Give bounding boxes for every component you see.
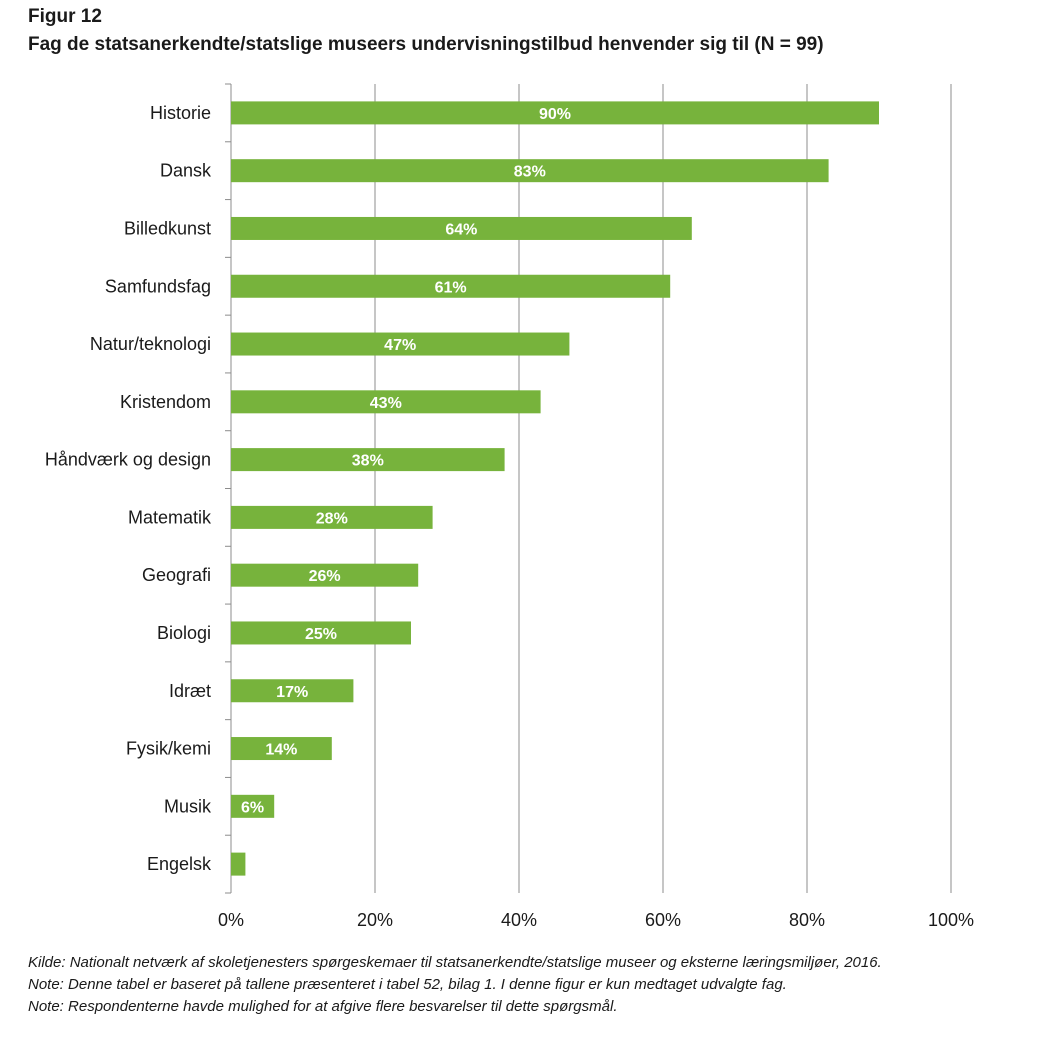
category-label: Fysik/kemi bbox=[126, 739, 211, 759]
data-label: 38% bbox=[352, 453, 384, 470]
bar-13 bbox=[231, 852, 246, 876]
data-label: 83% bbox=[514, 164, 546, 181]
figure-label: Figur 12 bbox=[28, 6, 102, 27]
bar-1 bbox=[231, 159, 829, 183]
category-label: Musik bbox=[164, 796, 212, 816]
category-label: Dansk bbox=[160, 161, 212, 181]
source-note: Kilde: Nationalt netværk af skoletjenest… bbox=[28, 954, 882, 971]
data-label: 90% bbox=[539, 106, 571, 123]
data-label: 61% bbox=[435, 279, 467, 296]
data-label: 25% bbox=[305, 626, 337, 643]
x-tick-label: 100% bbox=[928, 910, 974, 930]
chart-notes: Kilde: Nationalt netværk af skoletjenest… bbox=[28, 952, 882, 1018]
x-tick-label: 0% bbox=[218, 910, 244, 930]
data-label: 64% bbox=[445, 221, 477, 238]
bar-4 bbox=[231, 332, 570, 356]
category-label: Biologi bbox=[157, 623, 211, 643]
data-label: 14% bbox=[265, 742, 297, 759]
bar-0 bbox=[231, 101, 879, 125]
bar-8 bbox=[231, 563, 419, 587]
data-label: 47% bbox=[384, 337, 416, 354]
category-label: Matematik bbox=[128, 507, 212, 527]
category-label: Idræt bbox=[169, 681, 211, 701]
data-label: 43% bbox=[370, 395, 402, 412]
bar-11 bbox=[231, 737, 332, 761]
category-label: Kristendom bbox=[120, 392, 211, 412]
category-label: Engelsk bbox=[147, 854, 212, 874]
data-label: 28% bbox=[316, 510, 348, 527]
bar-6 bbox=[231, 448, 505, 472]
category-label: Geografi bbox=[142, 565, 211, 585]
x-tick-label: 20% bbox=[357, 910, 393, 930]
bar-12 bbox=[231, 794, 275, 818]
chart-title: Fag de statsanerkendte/statslige museers… bbox=[28, 34, 824, 55]
category-label: Billedkunst bbox=[124, 218, 211, 238]
category-label: Historie bbox=[150, 103, 211, 123]
bar-3 bbox=[231, 274, 671, 298]
bar-5 bbox=[231, 390, 541, 414]
x-tick-label: 80% bbox=[789, 910, 825, 930]
category-label: Natur/teknologi bbox=[90, 334, 211, 354]
data-label: 17% bbox=[276, 684, 308, 701]
x-tick-label: 40% bbox=[501, 910, 537, 930]
x-tick-label: 60% bbox=[645, 910, 681, 930]
bar-9 bbox=[231, 621, 411, 645]
bar-2 bbox=[231, 216, 692, 240]
note-2: Note: Respondenterne havde mulighed for … bbox=[28, 998, 618, 1015]
bar-7 bbox=[231, 505, 433, 529]
category-label: Håndværk og design bbox=[45, 450, 211, 470]
bar-chart: Historie 90% Dansk 83% Billedkunst 64% Samfund… bbox=[45, 83, 974, 930]
bar-10 bbox=[231, 679, 354, 703]
category-label: Samfundsfag bbox=[105, 276, 211, 296]
note-1: Note: Denne tabel er baseret på tallene … bbox=[28, 976, 787, 993]
data-label: 6% bbox=[241, 799, 264, 816]
data-label: 26% bbox=[309, 568, 341, 585]
